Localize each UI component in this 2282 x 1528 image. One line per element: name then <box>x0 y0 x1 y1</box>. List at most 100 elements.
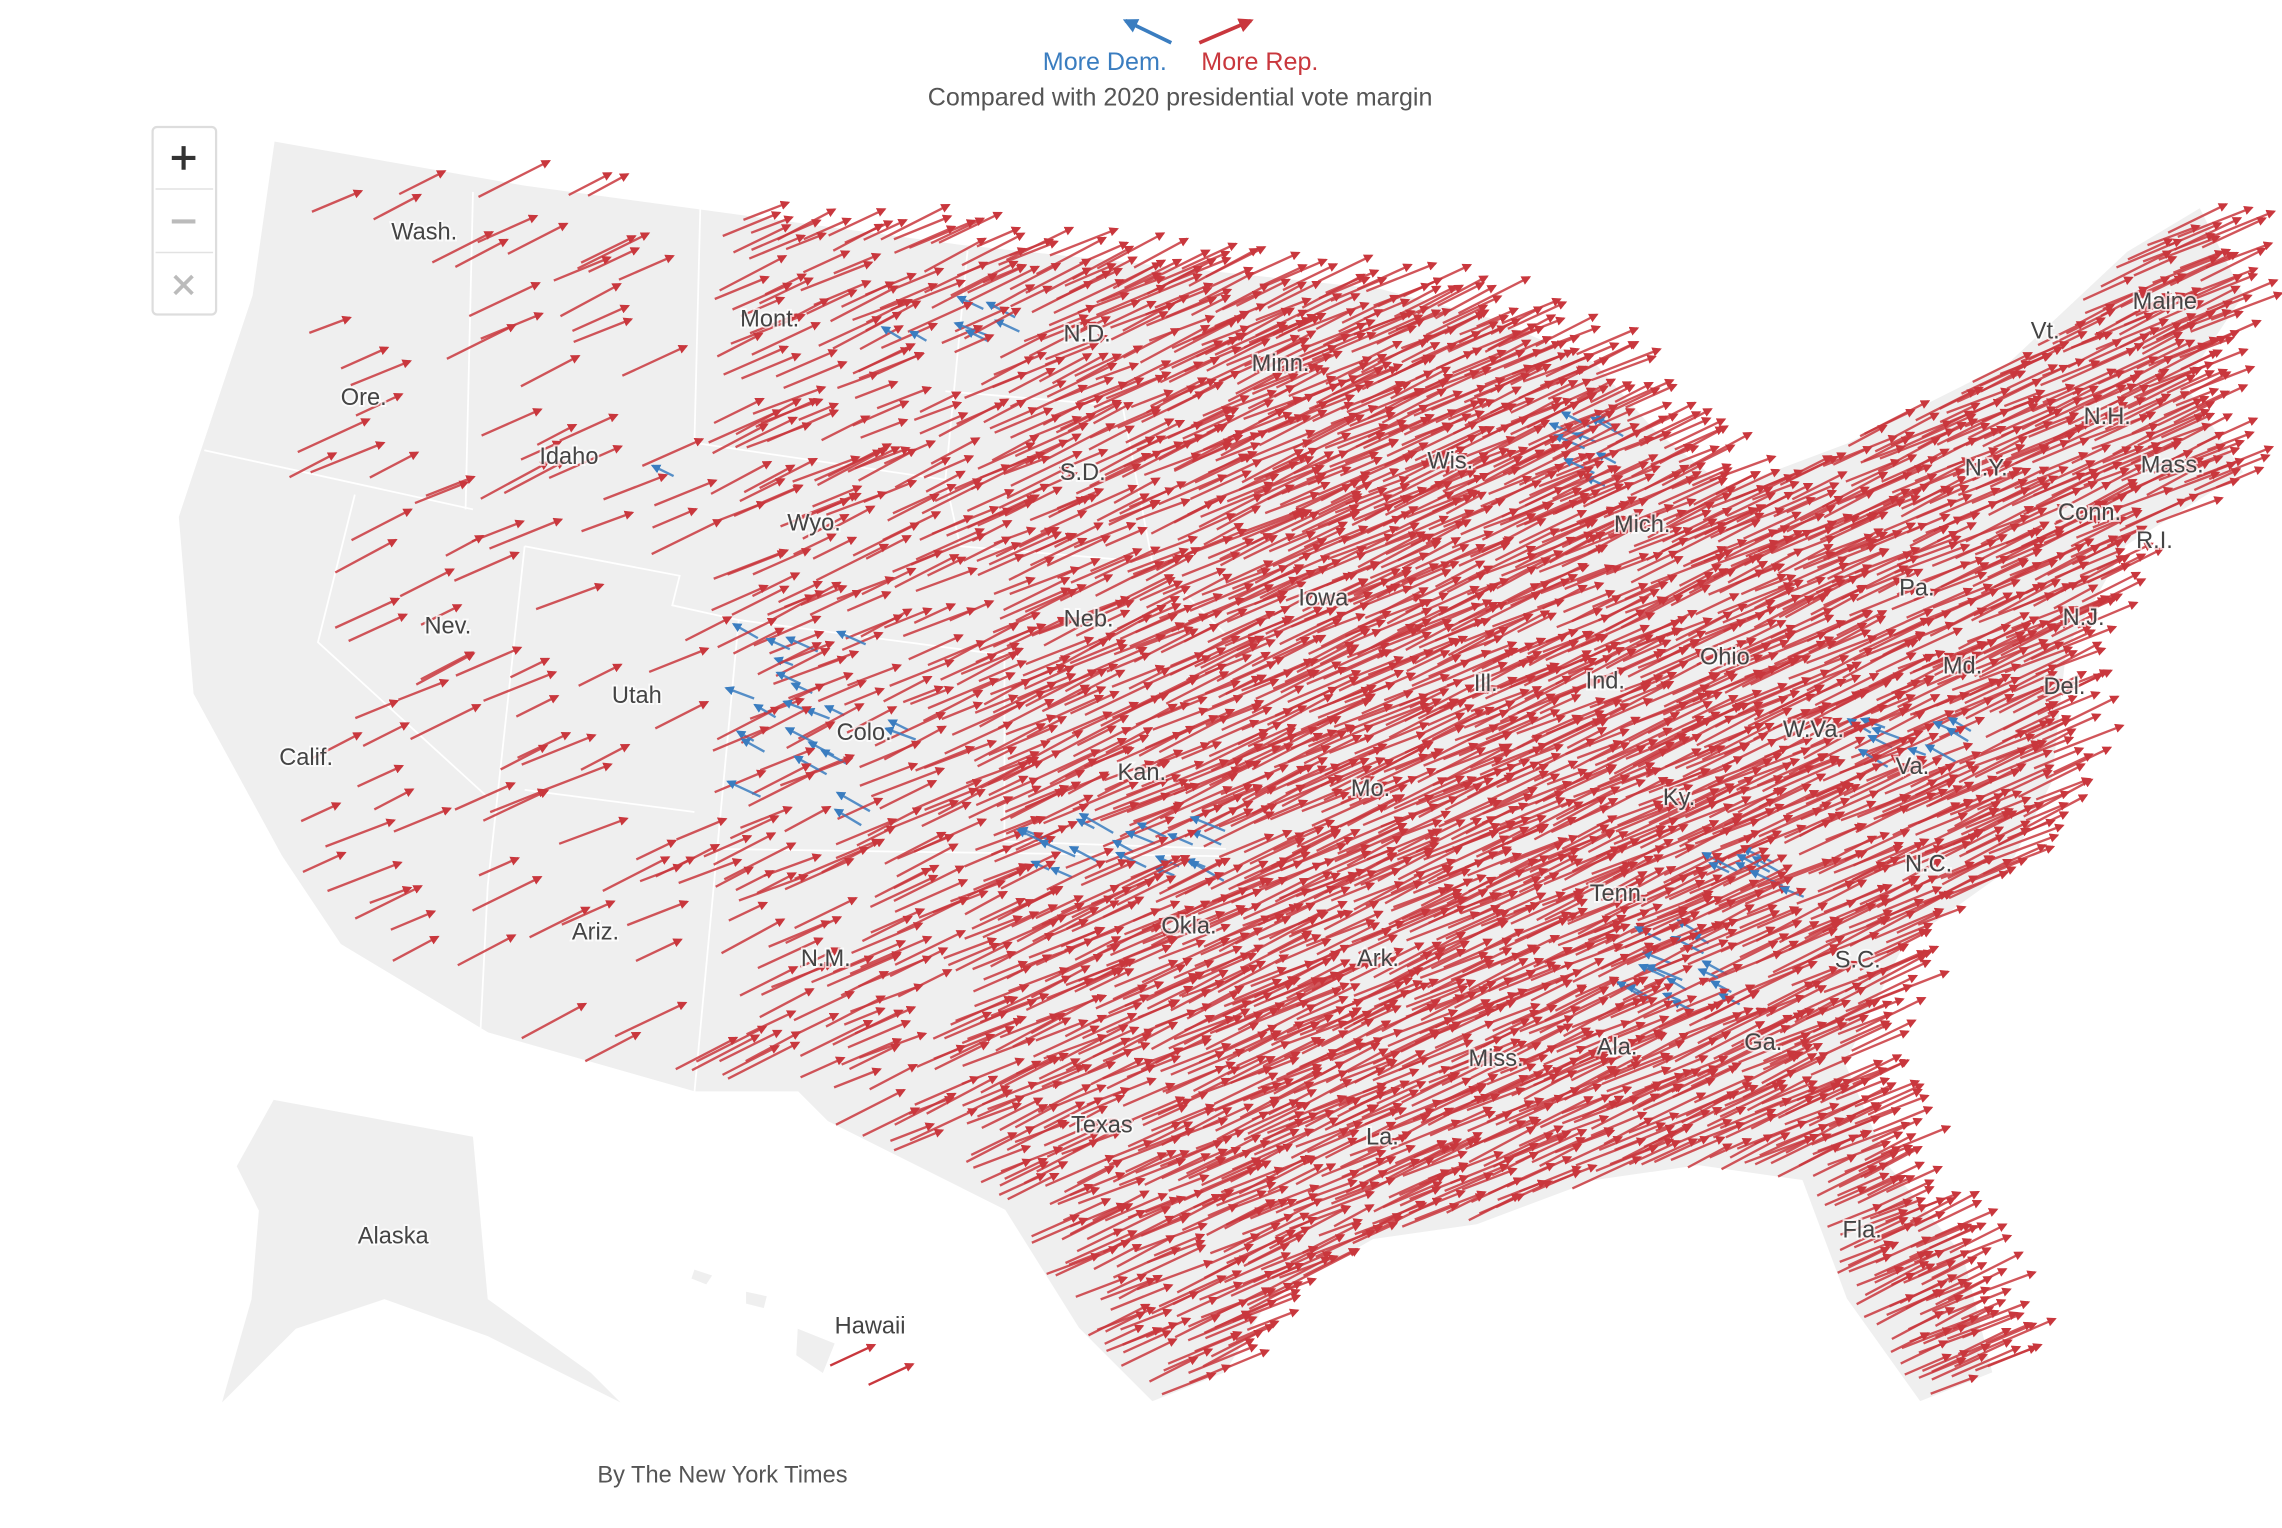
shift-arrow <box>2061 347 2137 383</box>
shift-arrow <box>1064 262 1117 287</box>
shift-arrow <box>775 349 838 378</box>
shift-arrow <box>2100 250 2173 288</box>
shift-arrow <box>1133 237 1190 269</box>
shift-arrow <box>2094 302 2155 336</box>
shift-arrow <box>1227 372 1283 403</box>
shift-arrow <box>1325 356 1373 377</box>
shift-arrow <box>2042 368 2117 404</box>
shift-arrow <box>2190 310 2244 333</box>
shift-arrow <box>398 170 447 196</box>
shift-arrow <box>1315 366 1384 404</box>
state-label: N.M. <box>801 946 851 972</box>
state-label: R.I. <box>2136 528 2173 554</box>
shift-arrow <box>961 232 1026 267</box>
shift-arrow <box>954 334 995 354</box>
zoom-out-button[interactable] <box>156 192 214 251</box>
shift-arrow <box>454 238 509 268</box>
shift-arrow <box>1119 360 1172 387</box>
shift-arrow <box>1425 304 1489 337</box>
shift-arrow <box>990 284 1036 310</box>
shift-arrow <box>2127 238 2174 261</box>
shift-arrow <box>1286 333 1351 364</box>
shift-arrow <box>571 304 631 333</box>
arrows <box>288 159 2282 1396</box>
shift-arrow <box>1242 307 1292 331</box>
state-label: Wash. <box>391 219 457 245</box>
shift-arrow <box>907 301 974 333</box>
shift-arrow <box>740 296 786 318</box>
shift-arrow <box>1318 276 1371 300</box>
shift-arrow <box>1122 294 1190 332</box>
shift-arrow <box>752 385 827 415</box>
state-label: Minn. <box>1252 351 1310 377</box>
state-label: Wyo. <box>787 510 841 536</box>
shift-arrow <box>879 282 939 310</box>
zoom-in-button[interactable] <box>156 130 214 188</box>
shift-arrow <box>1192 311 1250 341</box>
state-label: N.Y. <box>1965 456 2008 482</box>
state-label: Alaska <box>358 1223 430 1249</box>
shift-arrow <box>1267 280 1322 309</box>
shift-arrow <box>908 330 928 342</box>
state-label: Nev. <box>424 614 471 640</box>
state-label: Conn. <box>2058 500 2121 526</box>
shift-arrow <box>1148 314 1216 342</box>
shift-arrow <box>373 193 422 221</box>
shift-arrow <box>1377 354 1437 384</box>
state-label: Hawaii <box>835 1313 906 1339</box>
shift-arrow <box>2084 286 2149 315</box>
shift-arrow <box>2196 274 2244 297</box>
legend-dem: More Dem. <box>1043 48 1167 76</box>
state-label: Okla. <box>1161 913 1216 939</box>
shift-arrow <box>1980 370 2020 393</box>
shift-arrow <box>2120 275 2185 309</box>
shift-arrow <box>950 260 1019 297</box>
shift-arrow <box>1961 360 2031 395</box>
shift-arrow <box>1025 258 1092 294</box>
shift-arrow <box>1023 314 1089 343</box>
shift-arrow <box>2206 278 2279 311</box>
legend-arrow-dem <box>1122 19 1173 45</box>
state-label: Ark. <box>1357 946 1399 972</box>
shift-arrow <box>1301 273 1366 309</box>
state-label: Del. <box>2043 674 2085 700</box>
shift-arrow <box>1190 294 1232 317</box>
shift-arrow <box>880 322 939 350</box>
shift-arrow <box>833 252 882 275</box>
state-label: Kan. <box>1117 760 1166 786</box>
shift-arrow <box>2172 248 2232 274</box>
shift-arrow <box>2136 339 2196 370</box>
shift-arrow <box>2200 247 2267 282</box>
shift-arrow <box>1360 334 1434 374</box>
shift-arrow <box>1236 356 1288 385</box>
shift-arrow <box>1031 280 1094 314</box>
shift-arrow <box>722 211 782 238</box>
state-label: Mass. <box>2141 453 2204 479</box>
shift-arrow <box>1576 326 1640 356</box>
shift-arrow <box>741 352 802 380</box>
shift-arrow <box>723 345 789 376</box>
shift-arrow <box>923 237 987 273</box>
shift-arrow <box>941 324 984 345</box>
shift-arrow <box>1215 283 1270 314</box>
state-label: Vt. <box>2031 318 2060 344</box>
shift-arrow <box>446 323 517 360</box>
shift-arrow <box>507 222 569 255</box>
shift-arrow <box>1210 266 1254 288</box>
shift-arrow <box>863 219 908 241</box>
shift-arrow <box>893 214 953 241</box>
shift-arrow <box>1338 309 1384 333</box>
shift-arrow <box>573 317 634 344</box>
shift-arrow <box>2065 308 2116 335</box>
shift-arrow <box>1139 324 1211 364</box>
shift-arrow <box>783 360 848 390</box>
shift-arrow <box>832 223 885 252</box>
shift-arrow <box>1201 325 1251 347</box>
shift-arrow <box>803 217 852 241</box>
reset-button[interactable] <box>156 254 214 312</box>
shift-arrow <box>1365 261 1438 293</box>
shift-arrow <box>1275 312 1327 340</box>
state-label: La. <box>1366 1124 1399 1150</box>
shift-arrow <box>1275 344 1338 372</box>
shift-arrow <box>477 159 551 198</box>
